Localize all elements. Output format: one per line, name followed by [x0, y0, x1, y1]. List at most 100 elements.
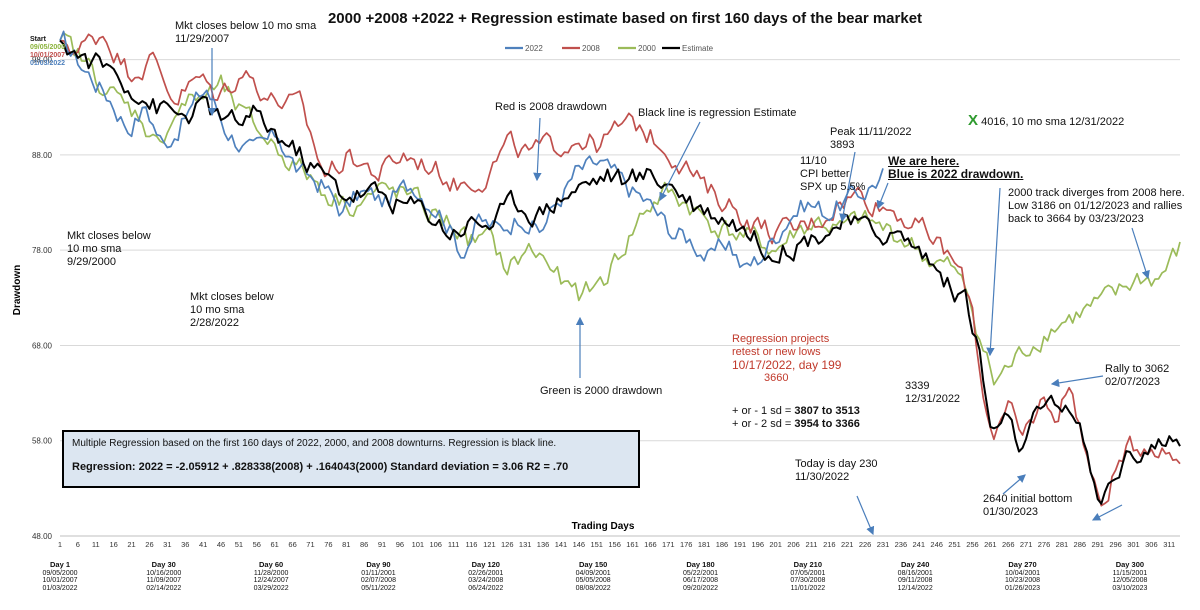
y-tick-label: 78.00 — [32, 246, 53, 255]
x-tick-label: 281 — [1056, 540, 1069, 549]
x-tick-label: 201 — [769, 540, 782, 549]
regression-description: Multiple Regression based on the first 1… — [72, 438, 557, 449]
annotation-arrow — [856, 495, 875, 536]
x-tick-label: 301 — [1127, 540, 1140, 549]
x-tick-label: 231 — [877, 540, 890, 549]
y-tick-label: 88.00 — [32, 151, 53, 160]
x-tick-label: 151 — [590, 540, 603, 549]
annotation-arrow — [986, 187, 1001, 357]
annotation-arrow — [1050, 375, 1104, 388]
start-dates-legend: Start 09/05/2000 10/01/2007 01/03/2022 — [30, 36, 65, 68]
annotation-mkt-2000: Mkt closes below 10 mo sma 9/29/2000 — [67, 230, 151, 268]
series-line-estimate — [59, 39, 1181, 505]
chart-title: 2000 +2008 +2022 + Regression estimate b… — [327, 10, 923, 27]
annotation-arrow — [1091, 504, 1123, 521]
annotation-rally: Rally to 3062 02/07/2023 — [1105, 363, 1170, 388]
annotation-we-are-here: We are here. Blue is 2022 drawdown. — [888, 154, 1024, 181]
x-tick-label: 16 — [110, 540, 118, 549]
legend-label-2000: 2000 — [638, 44, 656, 53]
series-lines — [59, 30, 1181, 507]
x-tick-label: 166 — [644, 540, 657, 549]
x-tick-label: 121 — [483, 540, 496, 549]
start-date-2022: 01/03/2022 — [30, 60, 66, 67]
x-tick-label: 296 — [1109, 540, 1122, 549]
x-tick-label: 211 — [805, 540, 817, 549]
x-tick-label: 156 — [608, 540, 621, 549]
x-tick-label: 176 — [680, 540, 693, 549]
x-tick-label: 11 — [92, 540, 100, 549]
annotation-green-is-2000: Green is 2000 drawdown — [540, 385, 663, 397]
x-tick-label: 286 — [1074, 540, 1087, 549]
annotation-today: Today is day 230 11/30/2022 — [795, 458, 878, 483]
x-tick-label: 216 — [823, 540, 836, 549]
regression-equation: Regression: 2022 = -2.05912 + .828338(20… — [72, 461, 569, 473]
day-label: Day 90 01/11/2001 02/07/2008 05/11/2022 — [360, 560, 396, 592]
x-tick-label: 271 — [1020, 540, 1033, 549]
annotation-arrow — [533, 117, 542, 182]
x-tick-label: 51 — [235, 540, 243, 549]
x-tick-label: 276 — [1038, 540, 1051, 549]
x-tick-label: 141 — [555, 540, 568, 549]
annotation-sd: + or - 1 sd = 3807 to 3513 + or - 2 sd =… — [732, 405, 860, 430]
x-tick-label: 71 — [306, 540, 314, 549]
annotation-arrow — [839, 151, 856, 223]
start-date-2007: 10/01/2007 — [30, 52, 66, 59]
y-tick-label: 48.00 — [32, 532, 53, 541]
x-tick-label: 131 — [519, 540, 532, 549]
x-tick-label: 186 — [716, 540, 729, 549]
annotation-3339: 3339 12/31/2022 — [905, 380, 961, 405]
x-tick-label: 91 — [378, 540, 386, 549]
annotation-arrow — [1131, 227, 1150, 280]
x-tick-label: 111 — [448, 540, 459, 549]
annotation-sma-note: X 4016, 10 mo sma 12/31/2022 — [968, 112, 1125, 129]
series-line-2022 — [59, 30, 884, 269]
x-tick-label: 196 — [752, 540, 765, 549]
series-line-2000 — [59, 32, 1181, 386]
annotation-bottom: 2640 initial bottom 01/30/2023 — [983, 493, 1073, 518]
x-tick-label: 66 — [288, 540, 296, 549]
x-tick-label: 46 — [217, 540, 225, 549]
day-label: Day 60 11/28/2000 12/24/2007 03/29/2022 — [253, 560, 289, 592]
x-tick-label: 306 — [1145, 540, 1158, 549]
x-tick-label: 101 — [412, 540, 425, 549]
annotation-mkt-2022: Mkt closes below 10 mo sma 2/28/2022 — [190, 291, 274, 329]
x-tick-label: 221 — [841, 540, 854, 549]
x-tick-label: 171 — [662, 540, 675, 549]
x-tick-label: 256 — [966, 540, 979, 549]
annotation-black-is-estimate: Black line is regression Estimate — [638, 107, 797, 119]
x-tick-label: 161 — [626, 540, 639, 549]
legend-label-2008: 2008 — [582, 44, 600, 53]
x-tick-label: 21 — [127, 540, 135, 549]
x-tick-label: 226 — [859, 540, 872, 549]
day-label: Day 150 04/09/2001 05/05/2008 08/08/2022 — [575, 560, 611, 592]
x-tick-label: 251 — [948, 540, 961, 549]
annotation-mkt-2007: Mkt closes below 10 mo sma 11/29/2007 — [175, 20, 317, 45]
x-tick-label: 26 — [145, 540, 153, 549]
annotation-arrow — [876, 182, 889, 210]
annotation-regression-projects: Regression projects retest or new lows 10… — [732, 333, 842, 384]
start-heading: Start — [30, 36, 46, 43]
x-tick-label: 86 — [360, 540, 368, 549]
annotation-arrows — [207, 48, 1150, 536]
annotation-arrow — [1002, 474, 1026, 495]
day-label: Day 180 05/22/2001 06/17/2008 09/20/2022 — [682, 560, 719, 592]
annotation-peak: Peak 11/11/2022 3893 — [830, 126, 912, 151]
annotation-red-is-2008: Red is 2008 drawdown — [495, 101, 607, 113]
x-tick-label: 266 — [1002, 540, 1015, 549]
x-tick-label: 116 — [466, 540, 478, 549]
x-tick-label: 246 — [930, 540, 943, 549]
x-tick-label: 126 — [501, 540, 514, 549]
x-tick-label: 76 — [324, 540, 332, 549]
x-tick-label: 261 — [984, 540, 997, 549]
regression-box: Multiple Regression based on the first 1… — [62, 430, 640, 488]
x-tick-label: 41 — [199, 540, 207, 549]
day-label: Day 120 02/26/2001 03/24/2008 06/24/2022 — [468, 560, 504, 592]
y-axis-label: Drawdown — [12, 265, 23, 316]
annotation-cpi: 11/10 CPI better SPX up 5.5% — [800, 155, 866, 193]
x-tick-label: 206 — [787, 540, 800, 549]
chart-legend: 2022 2008 2000 Estimate — [505, 44, 714, 53]
x-axis-label: Trading Days — [572, 521, 635, 532]
x-tick-label: 291 — [1091, 540, 1104, 549]
